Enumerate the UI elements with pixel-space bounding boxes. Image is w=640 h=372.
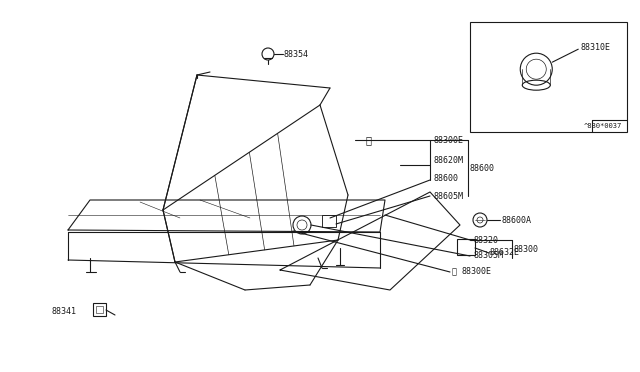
Bar [93, 303, 106, 316]
Text: 88310E: 88310E [580, 43, 611, 52]
Text: 88354: 88354 [284, 49, 309, 58]
Text: 88600: 88600 [433, 173, 458, 183]
Text: ^880*0037: ^880*0037 [584, 123, 622, 129]
Bar [322, 215, 336, 227]
Text: 88305M: 88305M [473, 251, 503, 260]
Text: ⌣: ⌣ [365, 135, 371, 145]
Text: 88620M: 88620M [433, 155, 463, 164]
Text: 88600A: 88600A [502, 215, 532, 224]
Text: 88320: 88320 [473, 235, 498, 244]
Text: 88632E: 88632E [490, 247, 520, 257]
Text: 88300E: 88300E [462, 267, 492, 276]
Text: 88605M: 88605M [433, 192, 463, 201]
Text: 88341: 88341 [52, 308, 77, 317]
Text: 88300: 88300 [514, 244, 539, 253]
Text: 88600: 88600 [470, 164, 495, 173]
Bar [96, 306, 103, 313]
Text: 88300E: 88300E [433, 135, 463, 144]
Bar [457, 239, 475, 255]
Text: ⌣: ⌣ [452, 267, 457, 276]
Bar [470, 22, 627, 132]
